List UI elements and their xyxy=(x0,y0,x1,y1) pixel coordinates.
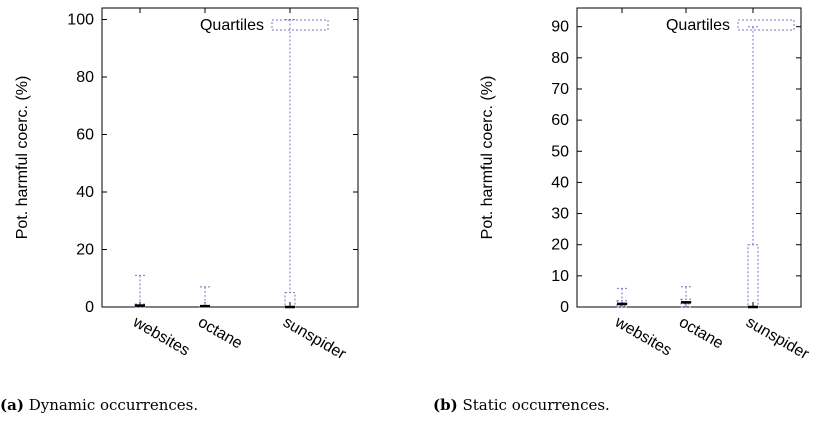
legend-label: Quartiles xyxy=(200,17,264,34)
plot-frame xyxy=(576,7,802,308)
y-axis-label: Pot. harmful coerc. (%) xyxy=(479,76,496,240)
x-tick-label: websites xyxy=(611,313,674,359)
x-tick-label: octane xyxy=(676,314,726,353)
y-tick-label: 50 xyxy=(551,143,569,160)
y-tick-label: 80 xyxy=(551,50,569,67)
x-tick-label: sunspider xyxy=(280,314,349,364)
plot-frame xyxy=(101,7,359,308)
y-tick-label: 60 xyxy=(551,112,569,129)
y-axis-label: Pot. harmful coerc. (%) xyxy=(14,76,31,240)
y-tick-label: 80 xyxy=(76,69,94,86)
box-sunspider xyxy=(747,26,759,309)
y-tick-label: 0 xyxy=(85,299,94,316)
y-tick-label: 20 xyxy=(76,242,94,259)
caption-b-text: Static occurrences. xyxy=(462,396,610,414)
y-tick-label: 60 xyxy=(76,127,94,144)
x-tick-label: sunspider xyxy=(743,314,812,364)
box-websites xyxy=(616,287,628,308)
y-tick-label: 0 xyxy=(560,299,569,316)
chart-1: 0 10 20 30 40 50 60 70 80 90 Pot. harmful coerc. (… xyxy=(479,7,812,364)
caption-b-tag: (b) xyxy=(433,396,458,414)
box-octane xyxy=(680,286,692,308)
box-sunspider xyxy=(284,19,296,309)
legend-swatch xyxy=(737,19,795,31)
caption-a: (a) Dynamic occurrences. xyxy=(0,396,198,414)
caption-a-text: Dynamic occurrences. xyxy=(28,396,199,414)
quartile-box xyxy=(747,244,759,308)
legend-label: Quartiles xyxy=(666,17,730,34)
y-tick-label: 20 xyxy=(551,237,569,254)
y-tick-label: 40 xyxy=(76,184,94,201)
x-tick-label: websites xyxy=(129,313,192,359)
y-tick-label: 90 xyxy=(551,19,569,36)
box-octane xyxy=(199,286,211,308)
y-tick-label: 70 xyxy=(551,81,569,98)
caption-a-tag: (a) xyxy=(0,396,24,414)
x-tick-label: octane xyxy=(195,314,245,353)
y-tick-label: 100 xyxy=(67,12,94,29)
box-websites xyxy=(134,274,146,308)
y-tick-label: 30 xyxy=(551,206,569,223)
chart-0: 0 20 40 60 80 100 Pot. harmful coerc. (%) websi… xyxy=(14,7,359,364)
y-tick-label: 40 xyxy=(551,174,569,191)
legend-swatch xyxy=(271,19,329,31)
caption-b: (b) Static occurrences. xyxy=(433,396,610,414)
y-tick-label: 10 xyxy=(551,268,569,285)
